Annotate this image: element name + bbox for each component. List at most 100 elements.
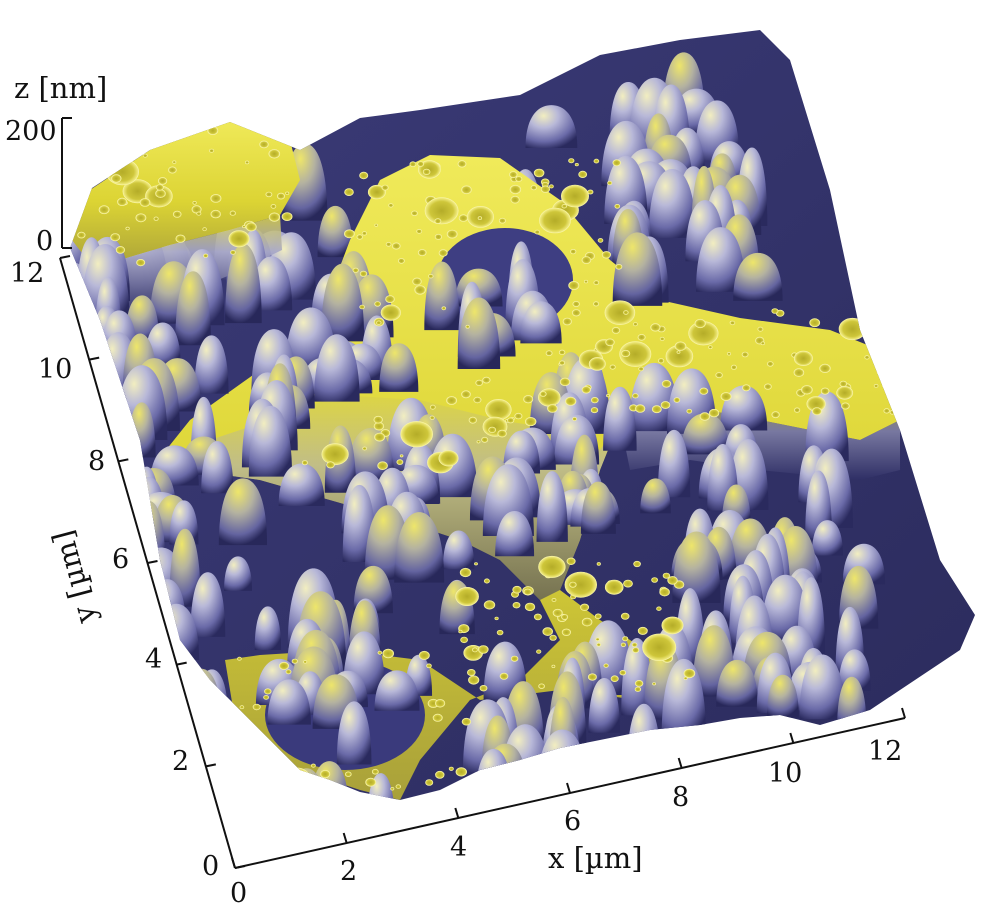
surface-pit [524, 602, 536, 612]
surface-pit [465, 776, 473, 783]
surface-peak [640, 478, 671, 514]
surface-pit [391, 242, 401, 250]
surface-pit [245, 222, 257, 232]
surface-pit [708, 408, 720, 418]
surface-pit [841, 402, 850, 410]
surface-pit [583, 279, 588, 284]
surface-pit [95, 135, 105, 143]
surface-pit [210, 209, 221, 219]
surface-pit [615, 263, 623, 270]
surface-pit [819, 363, 831, 374]
surface-pit [545, 350, 553, 357]
surface-pit [651, 405, 662, 414]
surface-pit [510, 655, 519, 662]
surface-pit [547, 404, 558, 413]
surface-pit [468, 416, 477, 424]
surface-pit [603, 663, 609, 668]
surface-pit [498, 217, 506, 224]
surface-pit [338, 794, 347, 800]
surface-pit [224, 703, 232, 710]
x-tick-label-12: 12 [868, 736, 902, 767]
y-tick-label-6: 6 [112, 544, 129, 575]
surface-pit [202, 227, 207, 232]
x-tick-label-10: 10 [768, 758, 802, 789]
surface-pit [412, 277, 422, 286]
surface-pit [477, 216, 483, 220]
surface-pit [411, 210, 418, 217]
surface-pit [606, 394, 610, 398]
surface-pit [268, 149, 281, 159]
surface-pit [352, 267, 359, 273]
surface-pit [609, 364, 616, 370]
surface-pit [612, 159, 621, 167]
surface-pit [242, 225, 246, 229]
surface-pit [619, 341, 652, 367]
surface-pit [509, 171, 518, 178]
surface-pit [620, 642, 627, 647]
surface-pit [91, 162, 99, 169]
surface-pit [686, 408, 693, 414]
x-axis-title: x [µm] [548, 841, 643, 875]
surface-pit [306, 779, 319, 789]
surface-peak [681, 413, 730, 455]
surface-pit [479, 684, 488, 692]
surface-peak [269, 771, 312, 800]
surface-peak [657, 429, 691, 498]
surface-pit [228, 230, 250, 248]
surface-peak [704, 722, 744, 759]
surface-pit [891, 327, 896, 331]
surface-pit [562, 317, 572, 326]
surface-pit [510, 195, 520, 204]
surface-pit [98, 120, 108, 128]
surface-pit [476, 440, 481, 444]
surface-pit [632, 393, 639, 399]
surface-pit [117, 197, 128, 206]
surface-pit [580, 603, 590, 611]
surface-peak [720, 385, 768, 431]
x-tick-label-8: 8 [672, 782, 689, 813]
surface-peak [525, 105, 578, 148]
surface-pit [882, 334, 891, 341]
surface-pit [359, 304, 365, 310]
surface-pit [359, 270, 368, 277]
surface-pit [151, 137, 158, 143]
surface-peak [761, 574, 810, 639]
x-axis-tick [901, 707, 906, 719]
surface-pit [303, 660, 308, 664]
surface-pit [356, 234, 363, 240]
surface-peak [218, 478, 268, 546]
surface-pit [400, 421, 434, 448]
surface-pit [374, 432, 385, 442]
surface-pit [429, 404, 436, 410]
surface-pit [597, 238, 604, 243]
surface-pit [270, 204, 277, 209]
surface-pit [209, 148, 215, 153]
surface-pit [559, 360, 566, 366]
surface-pit [593, 280, 600, 286]
surface-pit [581, 617, 593, 627]
surface-pit [657, 358, 665, 364]
surface-pit [509, 184, 522, 195]
y-axis-tick [88, 356, 100, 361]
surface-pit [299, 794, 306, 800]
surface-pit [367, 184, 386, 200]
y-tick-label-8: 8 [88, 446, 105, 477]
surface-pit [291, 658, 298, 664]
surface-pit [621, 349, 631, 358]
surface-pit [259, 140, 269, 149]
surface-pit [601, 251, 612, 259]
surface-pit [708, 345, 713, 350]
surface-peak [278, 463, 325, 507]
surface-pit [158, 177, 168, 185]
surface-pit [409, 161, 417, 167]
surface-pit [674, 341, 687, 351]
surface-pit [418, 650, 430, 660]
surface-pit [70, 126, 74, 132]
x-axis-tick [454, 807, 460, 819]
surface-pit [622, 636, 629, 642]
surface-pit [168, 166, 177, 174]
surface-peak [811, 520, 844, 556]
surface-pit [253, 749, 284, 774]
surface-pit [623, 310, 629, 315]
surface-pit [820, 387, 830, 395]
